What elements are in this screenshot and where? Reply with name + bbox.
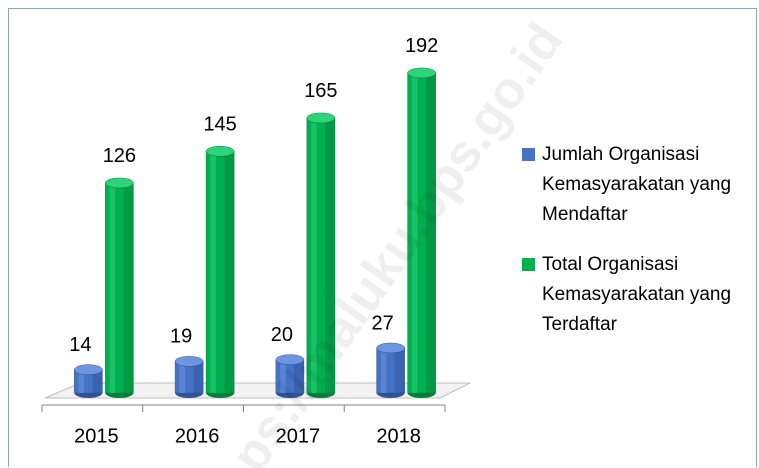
bar-top xyxy=(275,354,305,365)
bar-highlight xyxy=(179,361,185,393)
bar-shade xyxy=(92,369,103,393)
data-label: 165 xyxy=(304,80,337,102)
bar-highlight xyxy=(380,347,387,393)
x-tick-label: 2016 xyxy=(175,425,220,447)
x-tick-label: 2015 xyxy=(74,425,119,447)
bar-top xyxy=(174,356,204,367)
bar-highlight xyxy=(109,182,116,393)
bar-top xyxy=(376,342,405,354)
legend-item: Total Organisasi Kemasyarakatan yang Ter… xyxy=(522,250,747,340)
chart-frame xyxy=(8,8,757,467)
data-label: 20 xyxy=(271,324,293,346)
data-label: 192 xyxy=(405,35,438,57)
legend-label: Jumlah Organisasi Kemasyarakatan yang Me… xyxy=(542,144,732,225)
legend-label: Total Organisasi Kemasyarakatan yang Ter… xyxy=(542,254,732,335)
data-label: 27 xyxy=(372,312,394,334)
bar-shade xyxy=(294,359,304,393)
bar-shade xyxy=(193,361,204,393)
data-label: 145 xyxy=(203,114,236,136)
bar-top xyxy=(407,67,436,79)
bar-shade xyxy=(325,117,335,393)
bar-top xyxy=(105,177,134,189)
bar-highlight xyxy=(311,117,317,393)
legend-swatch xyxy=(522,148,535,161)
bar-highlight xyxy=(210,151,216,393)
legend-item: Jumlah Organisasi Kemasyarakatan yang Me… xyxy=(522,140,747,230)
bar-highlight xyxy=(280,359,286,393)
x-tick-label: 2018 xyxy=(376,425,421,447)
floor xyxy=(44,382,471,399)
data-label: 14 xyxy=(69,334,91,356)
data-label: 19 xyxy=(170,326,192,348)
bar-top xyxy=(205,146,235,157)
bar-highlight xyxy=(78,369,85,393)
bar-shade xyxy=(425,72,436,393)
x-tick-label: 2017 xyxy=(276,425,321,447)
bar-shade xyxy=(123,182,134,393)
bar-shade xyxy=(224,151,235,393)
bar-top xyxy=(306,112,336,124)
bar-highlight xyxy=(411,72,418,393)
bar-top xyxy=(74,364,103,375)
watermark: ps://maluku.bps.go.id xyxy=(220,13,574,468)
legend-swatch xyxy=(522,258,535,271)
bar-shade xyxy=(394,347,405,393)
data-label: 126 xyxy=(103,145,136,167)
